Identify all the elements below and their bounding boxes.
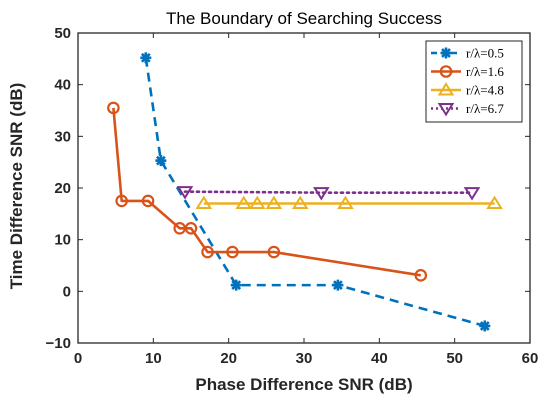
legend: r/λ=0.5 r/λ=1.6 r/λ=4.8 r/λ=6.7 [425, 40, 523, 123]
y-tick-label: 0 [63, 283, 71, 300]
legend-label: r/λ=1.6 [466, 64, 504, 79]
data-point [248, 195, 266, 209]
y-axis-label: Time Difference SNR (dB) [7, 83, 26, 290]
legend-label: r/λ=6.7 [466, 101, 504, 116]
x-tick-label: 40 [371, 350, 388, 367]
marker-stroke [479, 321, 490, 331]
data-point [291, 195, 309, 209]
data-point [230, 279, 242, 291]
data-point [107, 101, 120, 115]
data-point [332, 279, 344, 291]
y-tick-label: −10 [46, 335, 71, 352]
x-axis-label: Phase Difference SNR (dB) [195, 375, 412, 394]
data-point [195, 195, 213, 209]
series-2 [107, 101, 428, 282]
chart-title: The Boundary of Searching Success [166, 9, 442, 28]
legend-marker [440, 47, 452, 59]
x-tick-label: 20 [220, 350, 237, 367]
data-point [313, 187, 330, 201]
data-point [155, 155, 167, 167]
data-point [184, 222, 198, 235]
data-point [337, 195, 354, 209]
legend-entry: r/λ=4.8 [431, 82, 504, 98]
data-point [486, 195, 503, 209]
x-tick-label: 50 [446, 350, 463, 367]
x-tick-label: 0 [74, 350, 82, 367]
data-point [414, 269, 428, 282]
series-line [112, 107, 421, 277]
data-point [265, 195, 283, 209]
marker-stroke [155, 155, 166, 166]
data-point [235, 195, 253, 209]
series-1 [140, 52, 491, 332]
marker-stroke [140, 52, 151, 63]
legend-marker [437, 82, 455, 96]
x-tick-label: 30 [296, 350, 313, 367]
data-point [463, 187, 481, 201]
marker-stroke [231, 280, 242, 291]
y-tick-label: 50 [54, 25, 71, 42]
legend-entry: r/λ=0.5 [431, 46, 504, 61]
legend-entry: r/λ=6.7 [431, 101, 504, 117]
data-point [267, 245, 281, 259]
data-point [141, 194, 155, 208]
data-point [140, 52, 152, 64]
y-tick-label: 40 [54, 77, 71, 94]
series-4 [176, 186, 481, 201]
legend-marker [439, 65, 453, 78]
y-tick-label: 10 [54, 232, 71, 249]
marker-stroke [333, 280, 343, 291]
marker-stroke [441, 48, 451, 58]
series-line [183, 190, 474, 194]
series-3 [195, 195, 503, 209]
y-tick-label: 20 [54, 180, 71, 197]
data-point [115, 194, 128, 208]
legend-marker [437, 103, 455, 117]
x-tick-label: 60 [522, 350, 539, 367]
data-point [176, 186, 194, 200]
data-point [479, 320, 491, 332]
legend-label: r/λ=4.8 [466, 83, 504, 98]
legend-entry: r/λ=1.6 [431, 64, 504, 79]
x-tick-label: 10 [145, 350, 162, 367]
y-tick-label: 30 [54, 128, 71, 145]
data-point [201, 245, 214, 259]
data-point [226, 245, 239, 259]
legend-label: r/λ=0.5 [466, 46, 504, 61]
